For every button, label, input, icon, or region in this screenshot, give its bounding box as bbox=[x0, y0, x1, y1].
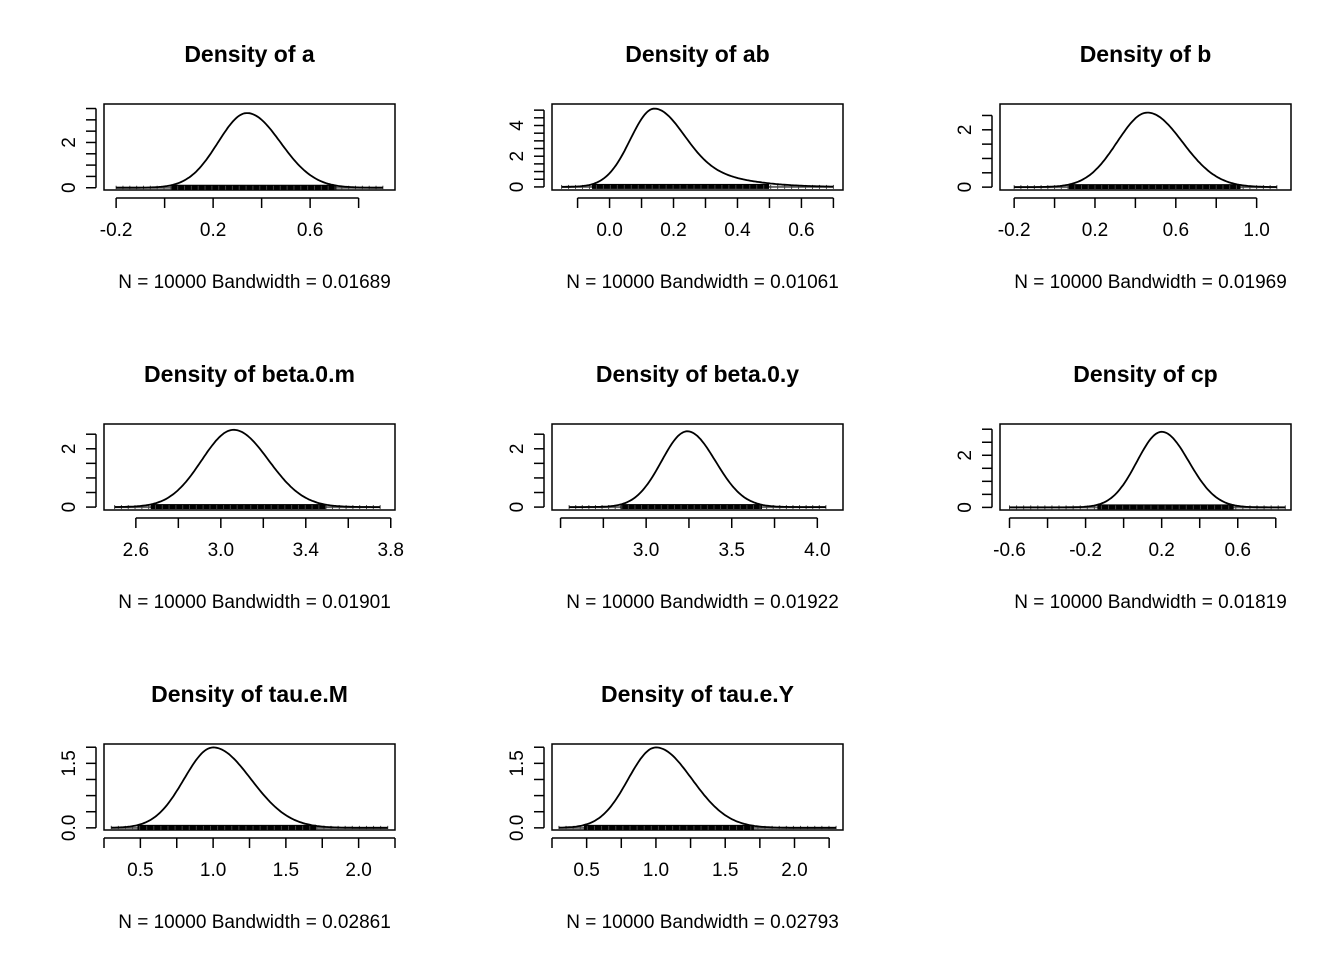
y-tick-label: 0 bbox=[59, 182, 80, 193]
y-tick-label: 0 bbox=[507, 182, 528, 193]
rug-dense-band bbox=[137, 824, 317, 830]
x-tick-label: 0.2 bbox=[200, 220, 226, 241]
panel-subtitle: N = 10000 Bandwidth = 0.01901 bbox=[118, 592, 391, 613]
x-tick-label: 0.6 bbox=[1163, 220, 1189, 241]
plot-frame bbox=[999, 103, 1292, 191]
density-curve bbox=[1014, 111, 1277, 189]
panel-title: Density of b bbox=[1080, 41, 1212, 67]
density-curve bbox=[111, 746, 388, 829]
x-tick-label: -0.2 bbox=[998, 220, 1031, 241]
x-tick-label: 2.6 bbox=[123, 540, 149, 561]
panel-title: Density of a bbox=[184, 41, 315, 67]
x-tick-label: -0.2 bbox=[100, 220, 133, 241]
panel-8: Density of tau.e.Y 0.5 1.0 1.5 2.0 0.0 1.5 N = … bbox=[507, 681, 844, 933]
density-curve bbox=[114, 428, 381, 509]
x-tick-label: 1.0 bbox=[643, 860, 669, 881]
y-tick-label: 2 bbox=[59, 443, 80, 454]
x-tick-label: 0.0 bbox=[596, 220, 622, 241]
panel-5: Density of beta.0.y 3.0 3.5 4.0 0 2 N = 10000 … bbox=[507, 361, 844, 613]
x-tick-label: 0.4 bbox=[724, 220, 751, 241]
x-tick-label: 0.6 bbox=[297, 220, 323, 241]
panel-title: Density of beta.0.m bbox=[144, 361, 355, 387]
panel-title: Density of cp bbox=[1073, 361, 1217, 387]
x-tick-label: 3.4 bbox=[293, 540, 320, 561]
y-tick-label: 0 bbox=[955, 502, 976, 513]
panel-subtitle: N = 10000 Bandwidth = 0.02861 bbox=[118, 912, 391, 933]
y-tick-label: 1.5 bbox=[507, 750, 528, 776]
x-tick-label: 3.0 bbox=[633, 540, 659, 561]
plot-frame bbox=[999, 423, 1292, 511]
y-tick-label: 2 bbox=[955, 125, 976, 136]
y-tick-label: 1.5 bbox=[59, 750, 80, 776]
y-tick-label: 2 bbox=[507, 151, 528, 162]
x-tick-label: 3.8 bbox=[378, 540, 404, 561]
x-tick-label: 1.5 bbox=[712, 860, 738, 881]
x-tick-label: 0.5 bbox=[127, 860, 153, 881]
x-tick-label: 0.2 bbox=[660, 220, 686, 241]
rug-dense-band bbox=[150, 504, 327, 510]
plot-frame bbox=[551, 743, 844, 831]
y-tick-label: 2 bbox=[955, 450, 976, 461]
density-curve bbox=[569, 430, 826, 509]
y-tick-label: 2 bbox=[507, 443, 528, 454]
panel-title: Density of tau.e.M bbox=[151, 681, 348, 707]
panel-title: Density of ab bbox=[625, 41, 769, 67]
panel-7: Density of tau.e.M 0.5 1.0 1.5 2.0 0.0 1.5 N = … bbox=[59, 681, 396, 933]
plot-frame bbox=[551, 423, 844, 511]
panel-subtitle: N = 10000 Bandwidth = 0.01819 bbox=[1014, 592, 1287, 613]
y-tick-label: 0 bbox=[59, 502, 80, 513]
panel-title: Density of tau.e.Y bbox=[601, 681, 794, 707]
y-tick-label: 0 bbox=[955, 182, 976, 193]
density-curve bbox=[116, 112, 383, 189]
panel-1: Density of a -0.2 0.2 0.6 0 2 N = 10000 Bandwi… bbox=[59, 41, 396, 293]
y-tick-label: 0.0 bbox=[59, 815, 80, 841]
y-tick-label: 2 bbox=[59, 137, 80, 148]
panel-subtitle: N = 10000 Bandwidth = 0.01969 bbox=[1014, 272, 1287, 293]
x-tick-label: 1.0 bbox=[1243, 220, 1269, 241]
panel-subtitle: N = 10000 Bandwidth = 0.01922 bbox=[566, 592, 839, 613]
x-tick-label: 0.2 bbox=[1082, 220, 1108, 241]
plot-frame bbox=[551, 103, 844, 191]
x-tick-label: 3.5 bbox=[719, 540, 745, 561]
x-tick-label: 3.0 bbox=[208, 540, 234, 561]
density-curve bbox=[558, 746, 837, 829]
panel-subtitle: N = 10000 Bandwidth = 0.02793 bbox=[566, 912, 839, 933]
panel-3: Density of b -0.2 0.2 0.6 1.0 0 2 N = 10000 Ban… bbox=[955, 41, 1292, 293]
x-tick-label: 1.0 bbox=[200, 860, 226, 881]
x-tick-label: -0.6 bbox=[993, 540, 1026, 561]
x-tick-label: 0.2 bbox=[1148, 540, 1174, 561]
x-tick-label: 2.0 bbox=[345, 860, 371, 881]
x-tick-label: 2.0 bbox=[781, 860, 807, 881]
density-curve bbox=[561, 107, 834, 188]
y-tick-label: 4 bbox=[507, 120, 528, 131]
rug-dense-band bbox=[620, 504, 762, 510]
rug-dense-band bbox=[171, 184, 337, 190]
x-tick-label: 0.5 bbox=[573, 860, 599, 881]
panel-title: Density of beta.0.y bbox=[596, 361, 799, 387]
panel-4: Density of beta.0.m 2.6 3.0 3.4 3.8 0 2 N = 100… bbox=[59, 361, 404, 613]
x-tick-label: 1.5 bbox=[273, 860, 299, 881]
plot-frame bbox=[103, 423, 396, 511]
y-tick-label: 0 bbox=[507, 502, 528, 513]
x-tick-label: 0.6 bbox=[1225, 540, 1251, 561]
panel-2: Density of ab 0.0 0.2 0.4 0.6 0 2 4 N = 10000 Ba… bbox=[507, 41, 844, 293]
density-curve bbox=[1009, 430, 1286, 509]
rug-dense-band bbox=[583, 824, 754, 830]
x-tick-label: 0.6 bbox=[788, 220, 814, 241]
y-tick-label: 0.0 bbox=[507, 815, 528, 841]
rug-dense-band bbox=[1068, 184, 1241, 190]
panel-6: Density of cp -0.6 -0.2 0.2 0.6 0 2 N = 10000 B… bbox=[955, 361, 1292, 613]
x-tick-label: -0.2 bbox=[1069, 540, 1102, 561]
panel-subtitle: N = 10000 Bandwidth = 0.01689 bbox=[118, 272, 391, 293]
plot-frame bbox=[103, 103, 396, 191]
plot-frame bbox=[103, 743, 396, 831]
x-tick-label: 4.0 bbox=[804, 540, 830, 561]
panel-subtitle: N = 10000 Bandwidth = 0.01061 bbox=[566, 272, 839, 293]
